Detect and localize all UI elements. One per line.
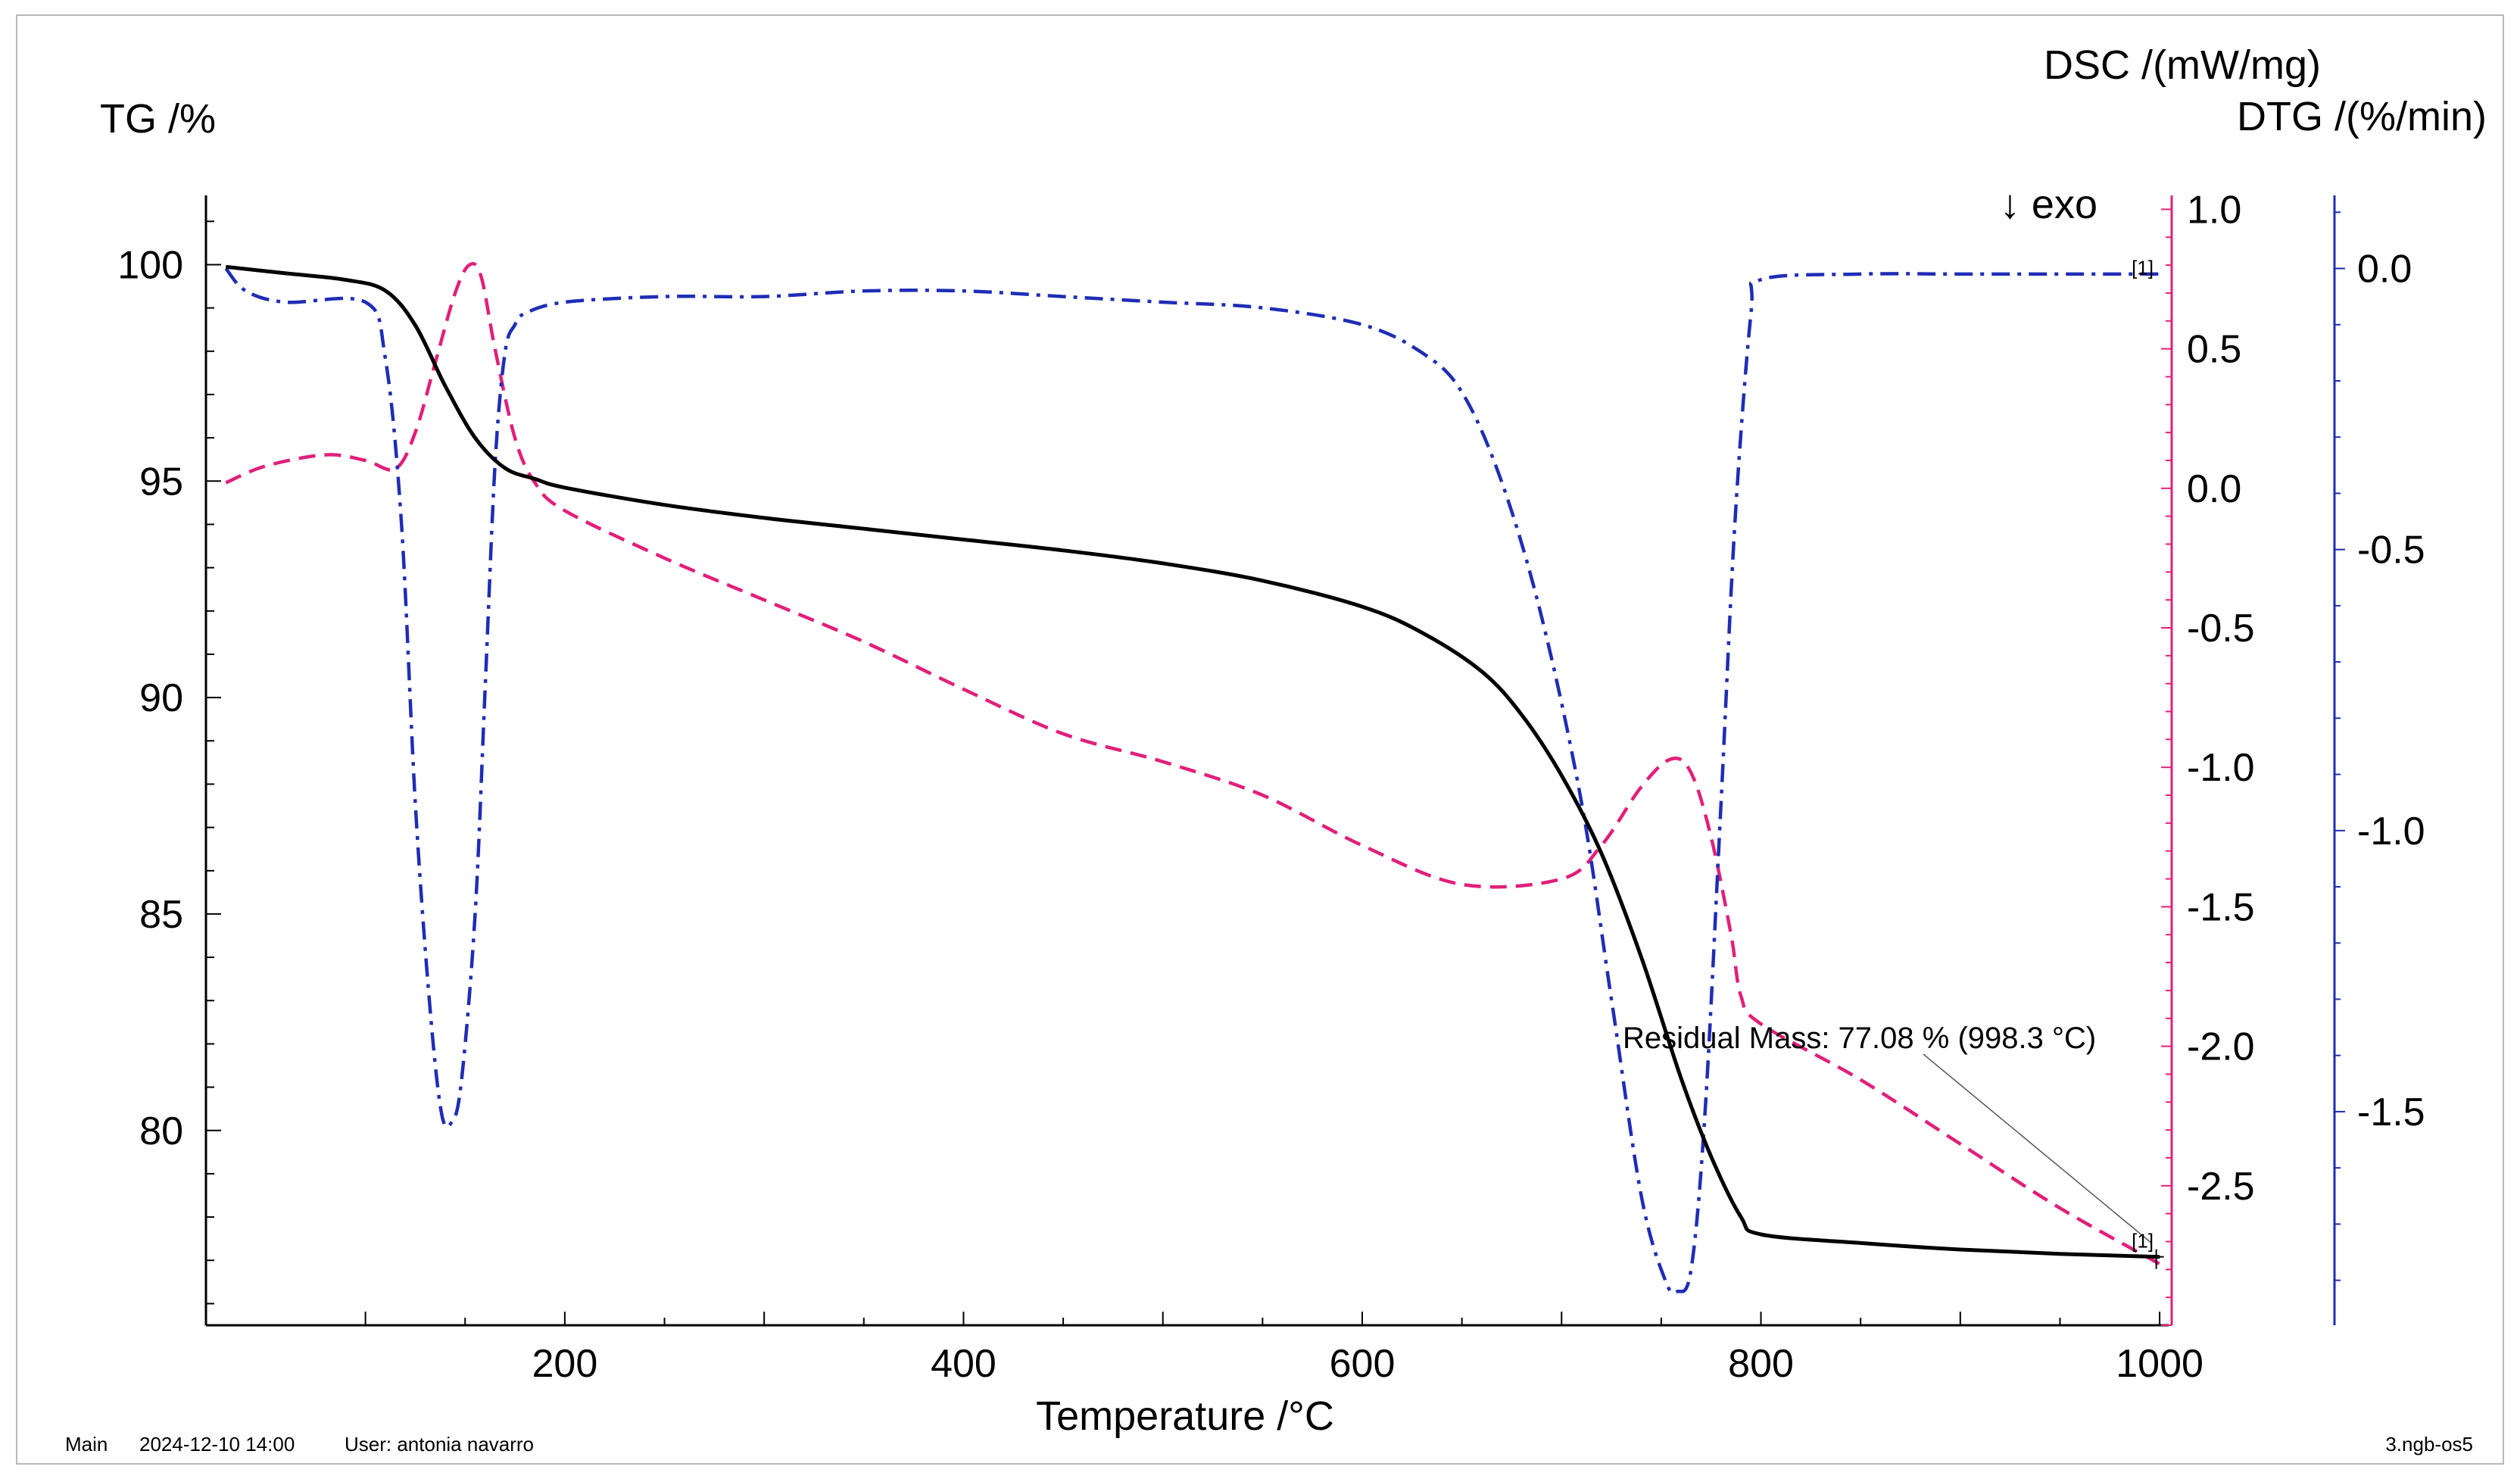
x-tick-label: 400 bbox=[931, 1342, 996, 1386]
chart-frame bbox=[16, 14, 2504, 1465]
x-axis-label: Temperature /°C bbox=[1036, 1393, 1334, 1439]
dsc-tick-label: -1.0 bbox=[2187, 746, 2255, 790]
tg-tick-label: 95 bbox=[139, 460, 183, 504]
axes: 200 400 600 800 1000 100 95 90 85 80 1.0 0.5 0.0 -0.5… bbox=[117, 188, 2425, 1386]
x-tick-label: 800 bbox=[1728, 1342, 1794, 1386]
tg-tick-label: 100 bbox=[117, 243, 183, 287]
dtg-tick-label: -0.5 bbox=[2357, 529, 2425, 573]
dsc-tick-label: -1.5 bbox=[2187, 885, 2255, 929]
dsc-tick-label: 1.0 bbox=[2187, 188, 2241, 232]
dsc-tick-label: -2.0 bbox=[2187, 1025, 2255, 1069]
dtg-tick-label: -1.5 bbox=[2357, 1091, 2425, 1134]
footer-datetime: 2024-12-10 14:00 bbox=[139, 1433, 295, 1456]
curves bbox=[224, 261, 2164, 1295]
residual-marker-label: [1] bbox=[2132, 1230, 2154, 1253]
tg-tick-label: 90 bbox=[139, 676, 183, 720]
x-tick-label: 200 bbox=[532, 1342, 598, 1386]
dsc-tick-label: 0.0 bbox=[2187, 467, 2241, 511]
dtg-tick-label: -1.0 bbox=[2357, 810, 2425, 853]
dtg-axis-label: DTG /(%/min) bbox=[2237, 94, 2487, 139]
dsc-tick-label: -0.5 bbox=[2187, 607, 2255, 651]
x-tick-label: 1000 bbox=[2116, 1342, 2203, 1386]
series-tg-line bbox=[226, 264, 2160, 1259]
footer-main: Main bbox=[65, 1433, 108, 1456]
footer-user: User: antonia navarro bbox=[345, 1433, 534, 1456]
residual-mass-leader-line bbox=[1923, 1053, 2153, 1244]
tg-tick-label: 80 bbox=[139, 1109, 183, 1153]
tg-axis-label: TG /% bbox=[100, 96, 216, 142]
dtg-marker-label: [1] bbox=[2132, 256, 2154, 279]
series-dsc-line bbox=[225, 261, 2161, 1265]
series-dtg-line bbox=[224, 267, 2160, 1295]
exo-label: ↓ exo bbox=[2000, 182, 2097, 227]
tg-tick-label: 85 bbox=[139, 893, 183, 937]
dsc-tick-label: 0.5 bbox=[2187, 328, 2241, 372]
footer-file: 3.ngb-os5 bbox=[2385, 1433, 2473, 1456]
dtg-tick-label: 0.0 bbox=[2357, 247, 2412, 291]
residual-mass-annotation: Residual Mass: 77.08 % (998.3 °C) bbox=[1623, 1022, 2096, 1055]
dsc-axis-label: DSC /(mW/mg) bbox=[2044, 42, 2321, 88]
x-tick-label: 600 bbox=[1330, 1342, 1396, 1386]
dsc-tick-label: -2.5 bbox=[2187, 1165, 2255, 1209]
